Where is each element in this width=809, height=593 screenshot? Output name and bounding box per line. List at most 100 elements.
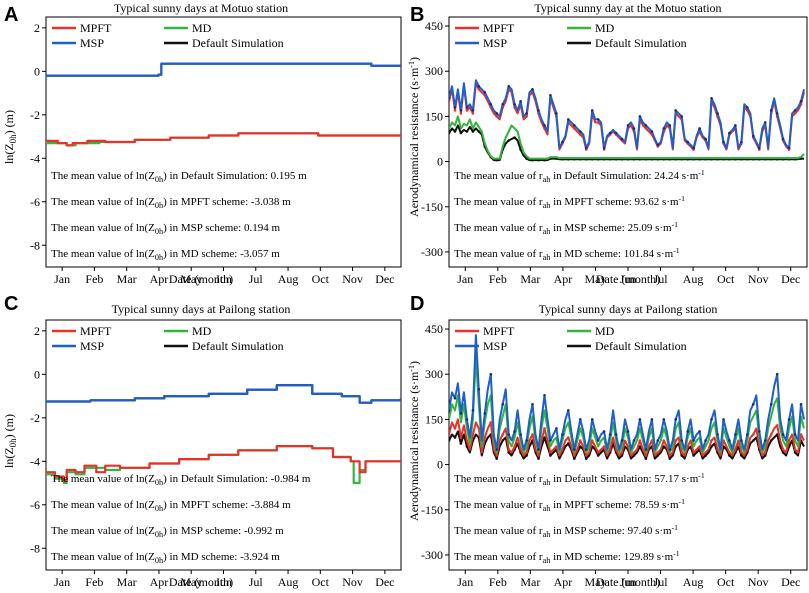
data-point <box>626 430 630 433</box>
data-point <box>740 454 743 457</box>
data-point <box>638 418 642 421</box>
data-point <box>596 121 600 124</box>
data-point <box>495 112 499 115</box>
data-point <box>453 106 457 109</box>
data-point <box>644 127 648 130</box>
data-point <box>662 445 666 448</box>
mean-annotation: The mean value of ln(Z0h) in MPFT scheme… <box>51 499 291 513</box>
data-point <box>543 427 546 430</box>
x-tick-label: Jan <box>54 575 70 589</box>
data-point <box>668 454 672 457</box>
data-point <box>740 439 743 442</box>
y-tick-label: 2 <box>34 324 40 338</box>
data-point <box>704 451 707 454</box>
y-tick-label: -6 <box>30 195 40 209</box>
plot-area: 450 300 150 0 -150 -300 Jan Feb Mar Apr May Jun Jul A… <box>421 319 808 589</box>
chart-title: Typical sunny day at the Motuo station <box>534 1 721 15</box>
data-point <box>459 109 463 112</box>
data-point <box>573 454 576 457</box>
data-point <box>449 97 451 100</box>
data-point <box>662 439 666 442</box>
data-point <box>584 448 588 451</box>
series-line-msp <box>46 384 401 404</box>
series-line-msp <box>449 79 805 149</box>
data-point <box>584 146 588 150</box>
x-axis-label: Date (month) <box>169 272 233 286</box>
data-point <box>477 85 481 88</box>
data-point <box>787 418 791 421</box>
data-point <box>525 112 528 115</box>
panel-label-d: D <box>410 293 424 315</box>
data-point <box>632 439 636 442</box>
data-point <box>549 454 552 457</box>
data-point <box>752 403 755 406</box>
panel-b: B Typical sunny day at the Motuo station… <box>407 1 808 286</box>
data-point <box>449 409 451 412</box>
data-point <box>537 457 540 460</box>
series-line-mpft <box>449 418 805 457</box>
x-tick-label: Mar <box>520 575 540 589</box>
data-point <box>638 439 642 442</box>
data-point <box>680 451 683 454</box>
data-point <box>644 448 648 451</box>
data-point <box>799 433 803 436</box>
data-point <box>465 106 469 109</box>
x-tick-label: Aug <box>278 575 299 589</box>
data-point <box>567 118 570 121</box>
y-tick-label: -2 <box>30 108 40 122</box>
y-tick-label: -6 <box>30 498 40 512</box>
legend-label-msp: MSP <box>80 339 104 353</box>
legend-label-mpft: MPFT <box>80 324 112 338</box>
data-point <box>698 445 701 448</box>
x-tick-label: Oct <box>717 272 735 286</box>
data-point <box>561 140 564 144</box>
data-point <box>638 115 642 118</box>
data-point <box>501 439 505 442</box>
data-point <box>698 430 701 433</box>
data-point <box>763 454 767 457</box>
data-point <box>728 439 731 442</box>
x-axis-label: Date (month) <box>169 575 233 589</box>
data-point <box>501 433 505 436</box>
x-tick-label: Mar <box>117 272 137 286</box>
data-point <box>549 451 552 454</box>
data-point <box>674 439 677 442</box>
data-point <box>632 451 636 454</box>
y-tick-label: 2 <box>34 21 40 35</box>
legend-label-msp: MSP <box>80 36 104 50</box>
data-point <box>525 454 528 457</box>
data-point <box>692 454 695 457</box>
data-point <box>620 439 624 442</box>
data-point <box>449 100 451 103</box>
y-axis-label: ln(Z0h) (m) <box>2 110 18 164</box>
data-point <box>746 106 749 109</box>
data-point <box>602 445 606 448</box>
x-tick-label: Feb <box>85 272 103 286</box>
data-point <box>716 433 719 436</box>
data-point <box>752 134 755 138</box>
data-point <box>459 112 463 115</box>
data-point <box>579 418 582 421</box>
x-tick-label: Aug <box>683 272 704 286</box>
data-point <box>483 91 487 94</box>
data-point <box>710 439 713 442</box>
data-point <box>710 97 713 100</box>
data-point <box>584 454 588 457</box>
data-point <box>656 439 660 442</box>
series-line-msp <box>449 334 805 451</box>
data-point <box>674 418 677 421</box>
panel-c: C Typical sunny days at Pailong station … <box>2 293 402 589</box>
data-point <box>734 433 737 436</box>
data-point <box>608 433 612 436</box>
data-point <box>471 433 475 436</box>
data-point <box>716 112 719 115</box>
x-tick-label: May <box>180 272 202 286</box>
legend-label-msp: MSP <box>483 36 507 50</box>
y-tick-label: -4 <box>30 454 40 468</box>
data-point <box>561 433 564 436</box>
panel-label-c: C <box>4 293 18 315</box>
data-point <box>704 137 707 141</box>
data-point <box>453 427 457 430</box>
legend-label-md: MD <box>192 324 212 338</box>
x-tick-label: Jul <box>654 575 669 589</box>
